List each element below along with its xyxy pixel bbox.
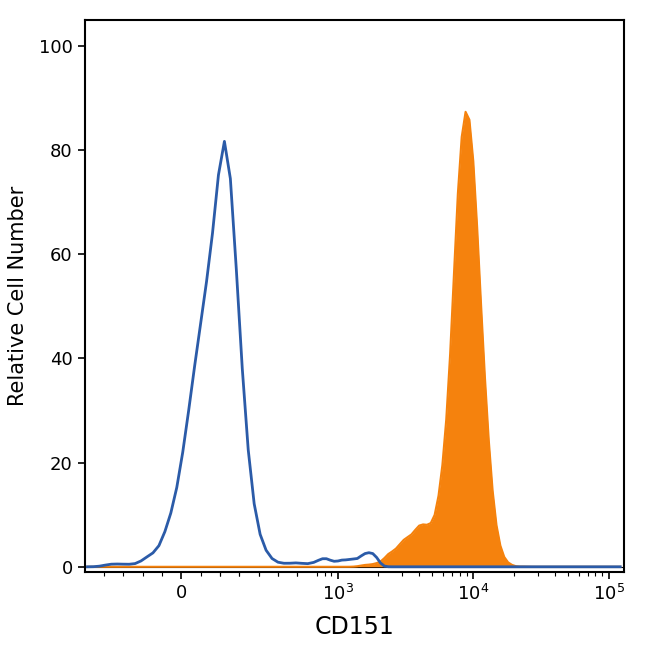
Y-axis label: Relative Cell Number: Relative Cell Number: [8, 186, 28, 406]
X-axis label: CD151: CD151: [315, 615, 394, 639]
